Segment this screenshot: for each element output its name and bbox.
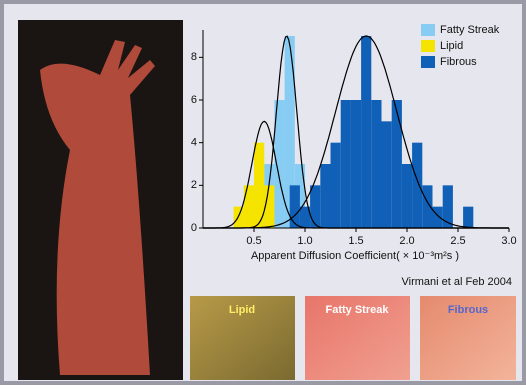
legend-label: Fibrous [440, 56, 477, 68]
thumbnail-label: Fatty Streak [326, 304, 390, 316]
bar [320, 164, 330, 228]
bar [463, 207, 473, 228]
y-tick-label: 4 [191, 137, 197, 149]
bar [351, 100, 361, 228]
legend-swatch [421, 56, 435, 68]
thumbnail-label: Lipid [229, 304, 255, 316]
x-tick-label: 0.5 [246, 235, 261, 247]
legend-label: Lipid [440, 40, 463, 52]
bar [392, 100, 402, 228]
bar [341, 100, 351, 228]
bar [290, 185, 300, 228]
bar [371, 100, 381, 228]
bar [443, 185, 453, 228]
bar [412, 143, 422, 228]
x-tick-label: 2.0 [399, 235, 414, 247]
legend-swatch [421, 24, 435, 36]
bar [331, 143, 341, 228]
bar [361, 36, 371, 228]
x-tick-label: 2.5 [450, 235, 465, 247]
bar [433, 207, 443, 228]
bar [402, 164, 412, 228]
bar [382, 121, 392, 228]
legend-label: Fatty Streak [440, 24, 500, 36]
x-tick-label: 1.5 [348, 235, 363, 247]
page: Lipid Fatty Streak Fibrous 0 2 4 6 8 0.5 1.0 1.… [0, 0, 526, 385]
annotation: Virmani et al Feb 2004 [402, 276, 512, 288]
bar [244, 185, 254, 228]
y-tick-label: 6 [191, 94, 197, 106]
bar [310, 185, 320, 228]
y-tick-label: 8 [191, 51, 197, 63]
y-tick-label: 2 [191, 179, 197, 191]
bar [234, 207, 244, 228]
x-tick-label: 3.0 [501, 235, 516, 247]
x-tick-label: 1.0 [297, 235, 312, 247]
legend-swatch [421, 40, 435, 52]
thumbnail-label: Fibrous [448, 304, 488, 316]
y-tick-label: 0 [191, 222, 197, 234]
x-axis-label: Apparent Diffusion Coefficient( × 10⁻³m²… [251, 250, 459, 262]
